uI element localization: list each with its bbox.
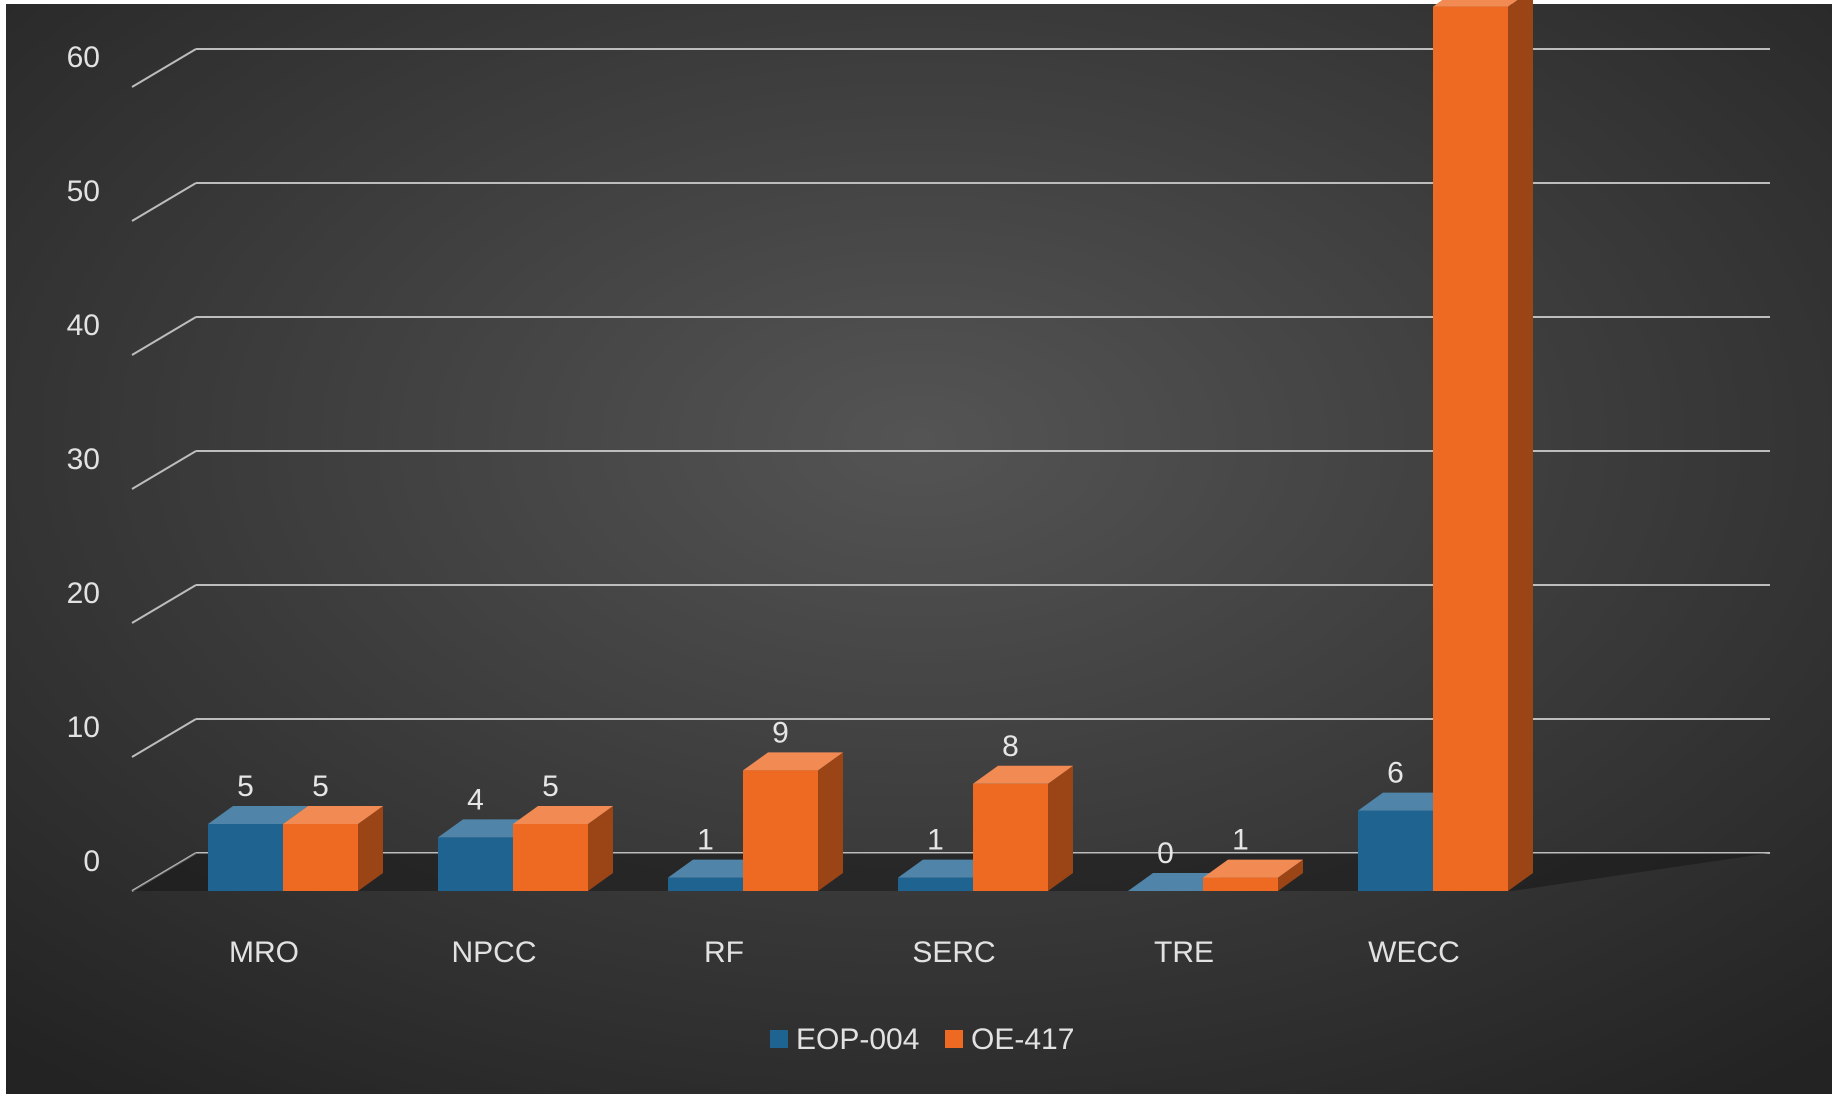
data-label-eop-004-serc: 1: [927, 824, 944, 857]
bar-oe-417-wecc-side: [1508, 0, 1533, 891]
bar-oe-417-mro-front: [283, 824, 358, 891]
bar-eop-004-mro-front: [208, 824, 283, 891]
bar-oe-417-npcc-side: [588, 806, 613, 891]
category-label: WECC: [1368, 936, 1460, 969]
legend-label: OE-417: [971, 1023, 1074, 1056]
bar-oe-417-rf-top: [743, 752, 843, 771]
chart-background: [6, 4, 1832, 1094]
bar-oe-417-mro-top: [283, 806, 383, 824]
bar-eop-004-npcc-front: [438, 837, 513, 891]
bar-eop-004-mro-top: [208, 806, 308, 824]
bar-oe-417-rf-side: [818, 752, 843, 891]
category-label: NPCC: [451, 936, 536, 969]
data-label-eop-004-wecc: 6: [1387, 757, 1404, 790]
legend-swatch: [770, 1030, 788, 1048]
data-label-oe-417-serc: 8: [1002, 730, 1019, 763]
gridline-depth: [131, 182, 197, 222]
gridline-depth: [131, 852, 197, 892]
bar-oe-417-wecc-top: [1433, 0, 1518, 7]
gridline-depth: [131, 48, 197, 88]
gridline-depth: [131, 584, 197, 624]
bar-eop-004-rf-front: [668, 877, 743, 891]
bar-oe-417-tre-side: [1278, 859, 1303, 891]
category-label: TRE: [1154, 936, 1214, 969]
legend: EOP-004 OE-417: [770, 1023, 1074, 1056]
legend-label: EOP-004: [796, 1023, 919, 1056]
legend-swatch: [945, 1030, 963, 1048]
category-label: SERC: [912, 936, 995, 969]
data-label-oe-417-npcc: 5: [542, 770, 559, 803]
y-tick-label: 30: [67, 443, 100, 476]
bar-oe-417-tre-top: [1203, 859, 1303, 878]
category-label: RF: [704, 936, 744, 969]
bar-oe-417-wecc-front: [1433, 6, 1508, 892]
bar-oe-417-tre-front: [1203, 877, 1278, 891]
bars: [208, 0, 1533, 892]
data-label-eop-004-npcc: 4: [467, 783, 484, 816]
y-axis-ticks: 010203040506070: [67, 41, 100, 878]
y-tick-label: 20: [67, 577, 100, 610]
bar-oe-417-serc-top: [973, 765, 1073, 784]
bar-oe-417-npcc-front: [513, 824, 588, 891]
bar-oe-417-mro-side: [358, 806, 383, 891]
data-label-oe-417-tre: 1: [1232, 824, 1249, 857]
category-label: MRO: [229, 936, 299, 969]
y-tick-label: 50: [67, 175, 100, 208]
data-label-oe-417-rf: 9: [772, 716, 789, 749]
y-tick-label: 10: [67, 711, 100, 744]
bar-oe-417-serc-side: [1048, 765, 1073, 891]
gridline-depth: [131, 450, 197, 490]
gridline-depth: [131, 316, 197, 356]
data-labels: 5545191801666: [237, 716, 1404, 870]
gridline-depth: [131, 718, 197, 758]
bar-oe-417-serc-front: [973, 783, 1048, 891]
bar-oe-417-npcc-top: [513, 806, 613, 824]
bar-eop-004-wecc-front: [1358, 810, 1433, 891]
x-axis-categories: MRO NPCC RF SERC TRE WECC: [229, 936, 1460, 969]
y-tick-label: 0: [83, 845, 100, 878]
data-label-oe-417-mro: 5: [312, 770, 329, 803]
data-label-eop-004-tre: 0: [1157, 837, 1174, 870]
y-tick-label: 60: [67, 41, 100, 74]
data-label-eop-004-mro: 5: [237, 770, 254, 803]
data-label-eop-004-rf: 1: [697, 824, 714, 857]
y-tick-label: 40: [67, 309, 100, 342]
bar-eop-004-serc-front: [898, 877, 973, 891]
bar-oe-417-rf-front: [743, 770, 818, 891]
